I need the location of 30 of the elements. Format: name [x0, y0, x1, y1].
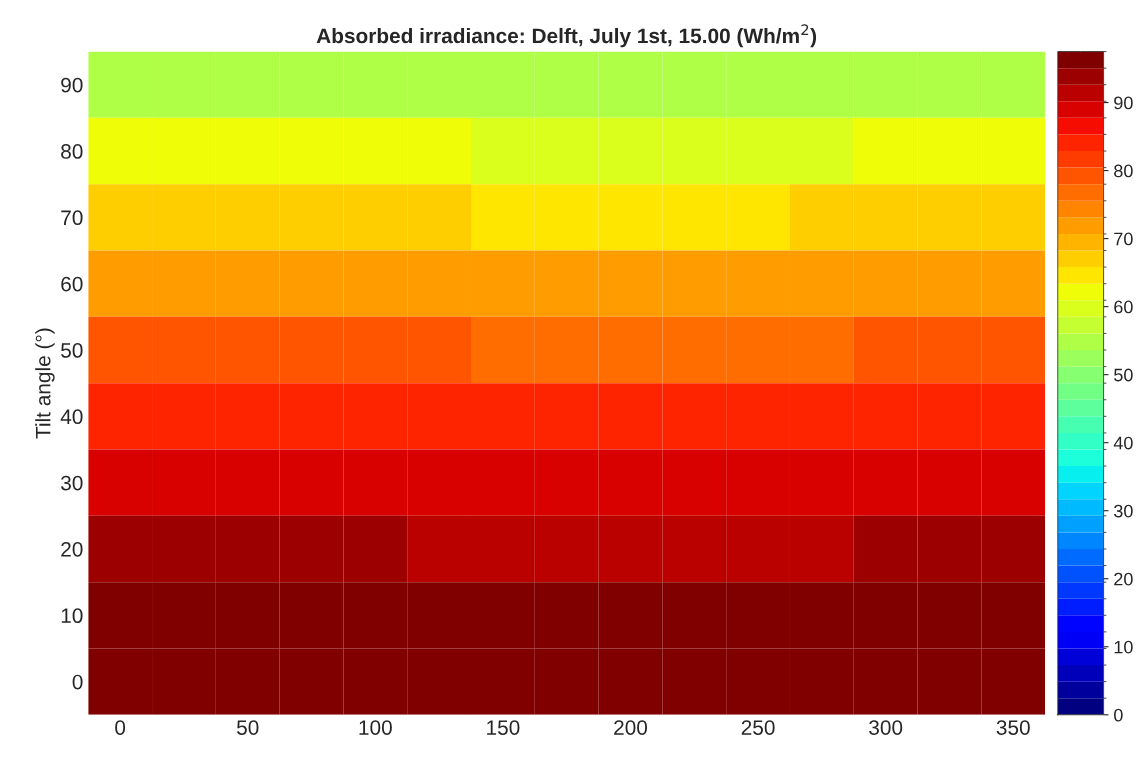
color-bar-label: 40 [1113, 436, 1133, 450]
y-tick-label: 20 [61, 541, 83, 557]
y-tick-label: 80 [61, 144, 83, 159]
color-bar-label: 80 [1114, 164, 1133, 178]
y-tick-label: 40 [60, 409, 83, 425]
y-tick-label: 60 [61, 276, 83, 292]
color-bar-label: 10 [1114, 640, 1133, 654]
y-tick-label: 90 [61, 77, 83, 93]
x-tick-label: 350 [996, 720, 1030, 735]
x-tick-label: 0 [115, 720, 126, 735]
color-bar-label: 50 [1114, 368, 1133, 382]
color-bar-label: 60 [1114, 300, 1133, 314]
y-axis-title: Tilt angle (°) [35, 328, 55, 439]
x-tick-label: 150 [487, 720, 520, 735]
color-bar-label: 90 [1114, 96, 1133, 110]
color-bar-label: 20 [1114, 572, 1133, 586]
x-tick-label: 50 [236, 720, 259, 735]
y-tick-label: 70 [61, 210, 83, 226]
color-bar-label: 70 [1114, 232, 1133, 246]
y-tick-label: 10 [61, 608, 83, 624]
color-bar-label: 30 [1114, 504, 1133, 518]
y-tick-label: 0 [72, 674, 83, 690]
y-tick-label: 50 [61, 343, 83, 358]
x-tick-label: 100 [359, 720, 392, 735]
x-tick-label: 200 [614, 720, 648, 735]
x-tick-label: 250 [741, 720, 775, 735]
x-tick-label: 300 [869, 720, 903, 735]
color-bar-label: 0 [1114, 708, 1123, 722]
y-tick-label: 30 [61, 475, 83, 491]
chart-title: Absorbed irradiance: Delft, July 1st, 15.00 (Wh/m$^{2}$) [316, 24, 817, 48]
